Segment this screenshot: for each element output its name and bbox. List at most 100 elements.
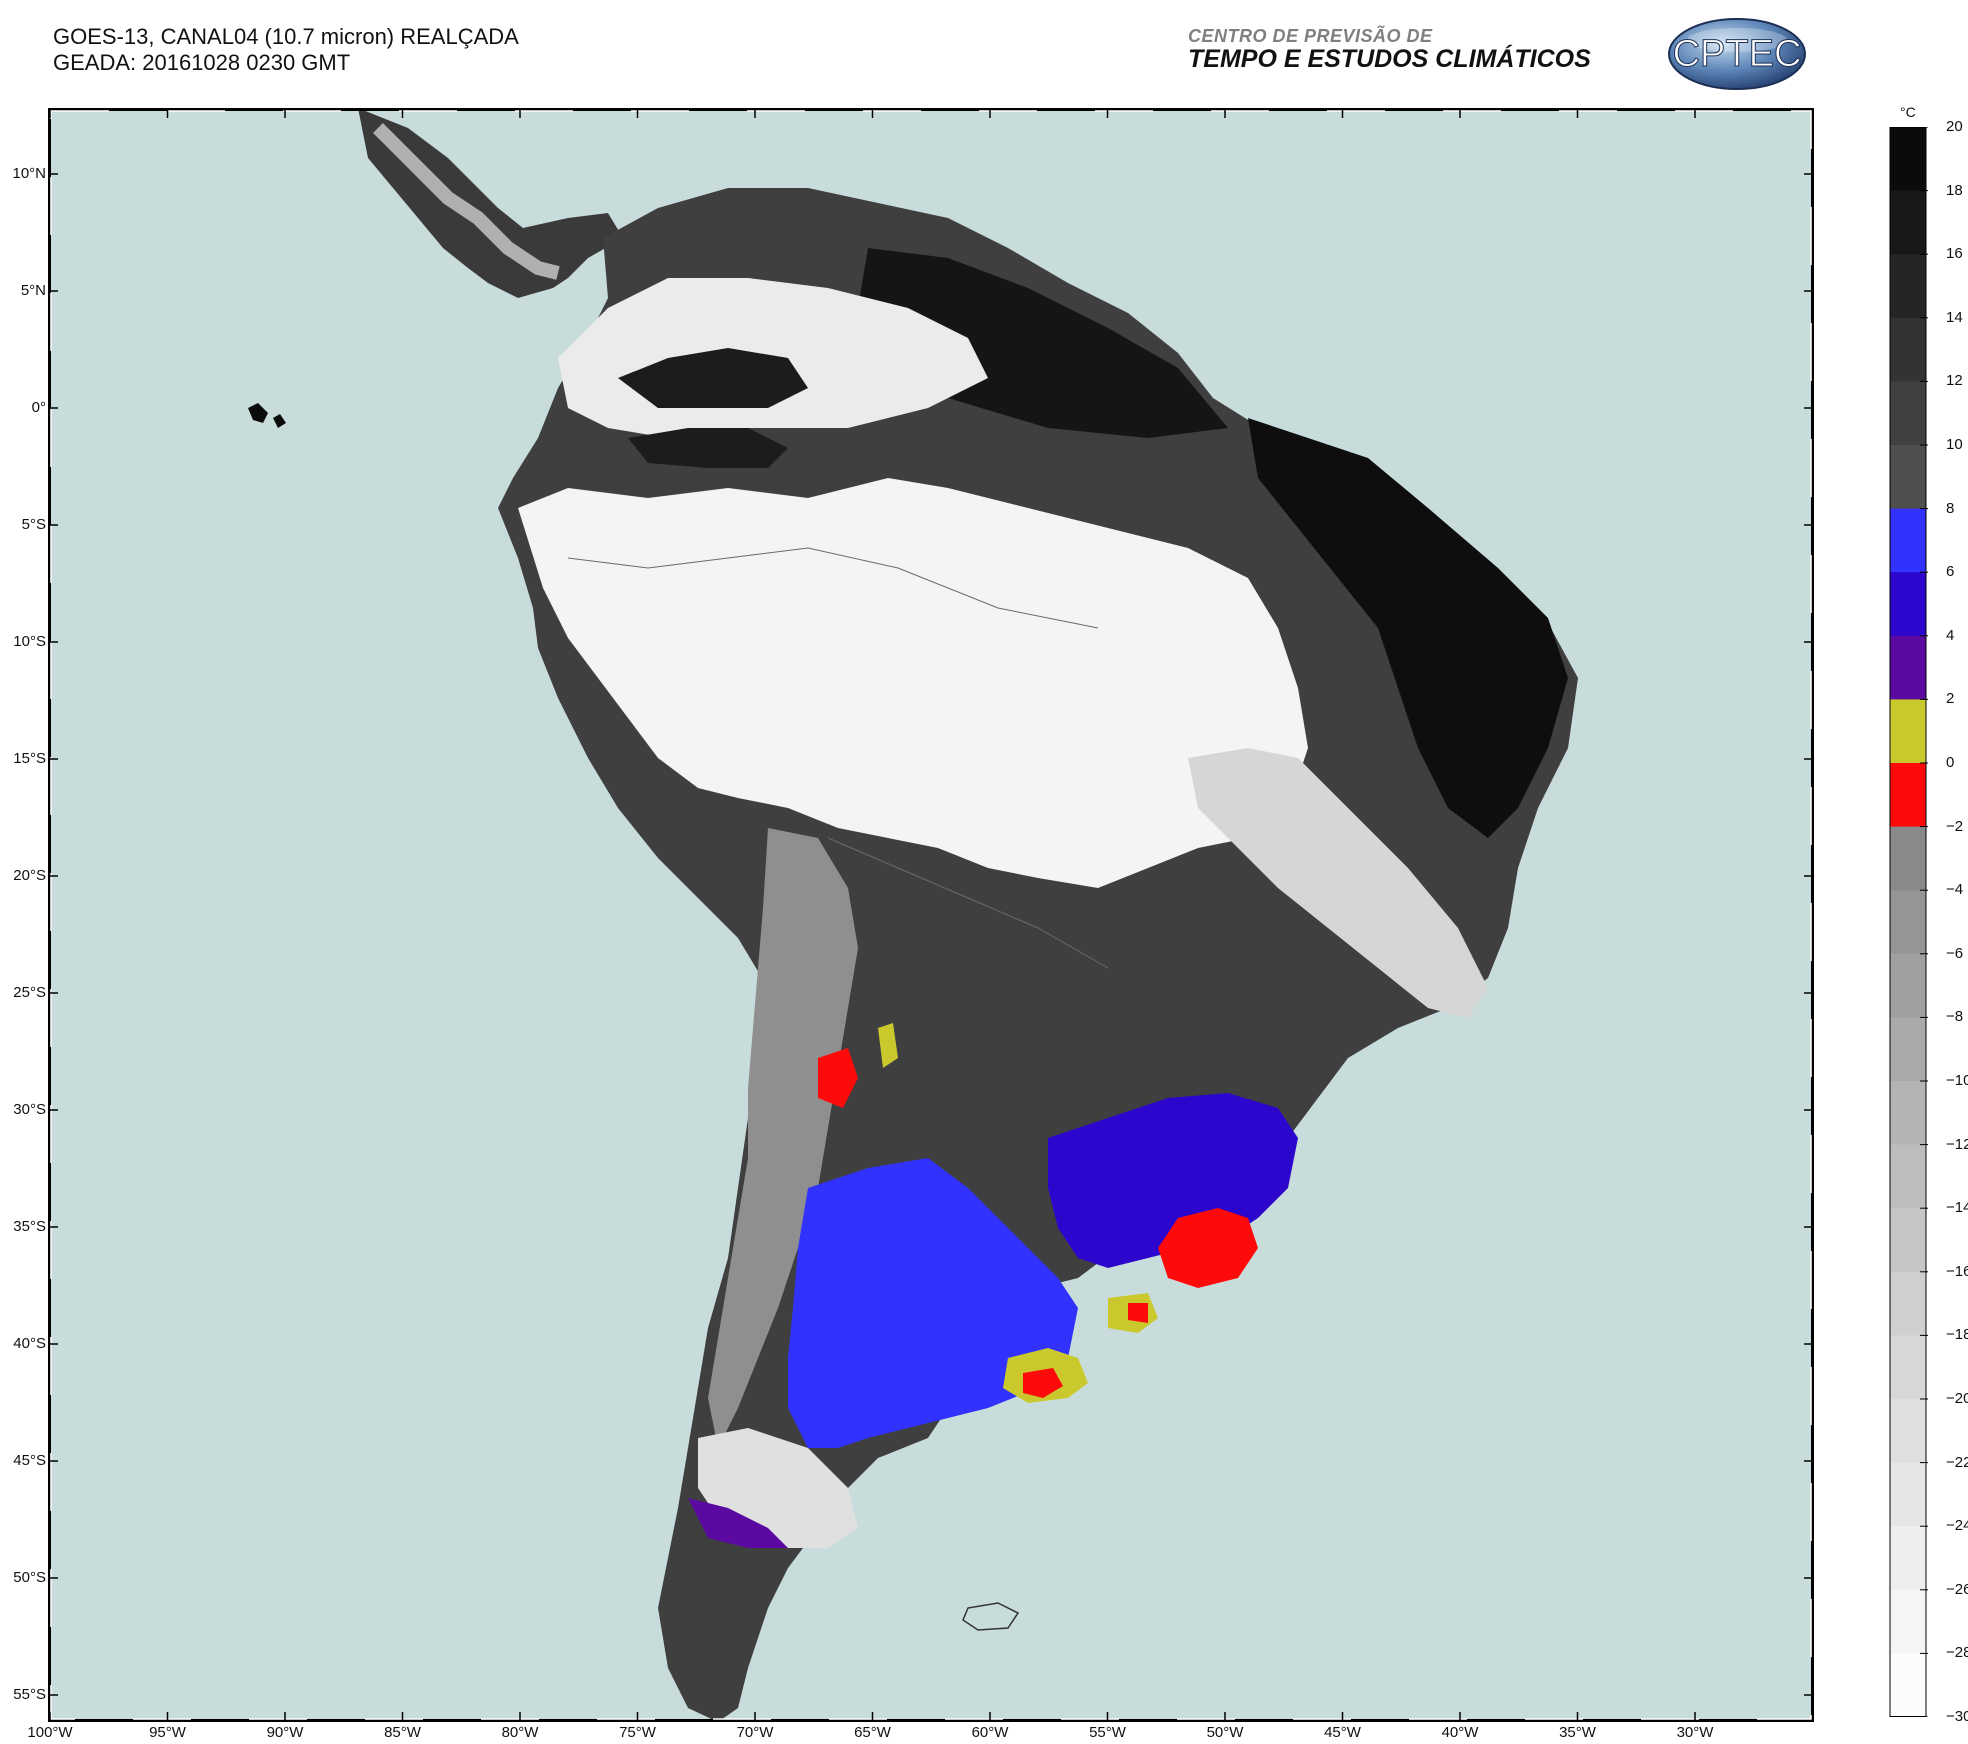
latitude-tick-label: 20°S xyxy=(13,867,46,884)
longitude-tick-label: 90°W xyxy=(266,1724,304,1741)
colorbar-tick-label: 4 xyxy=(1946,626,1955,644)
colorbar-tick-label: −10 xyxy=(1946,1072,1968,1089)
title-line-2: GEADA: 20161028 0230 GMT xyxy=(53,50,351,75)
colorbar-bin xyxy=(1890,1144,1926,1209)
colorbar-tick-label: 6 xyxy=(1946,563,1955,581)
longitude-tick-label: 60°W xyxy=(971,1724,1009,1741)
colorbar-bin xyxy=(1890,190,1926,255)
colorbar-bin xyxy=(1890,1335,1926,1400)
colorbar-tick-label: −4 xyxy=(1946,881,1964,899)
longitude-tick-label: 35°W xyxy=(1559,1724,1596,1741)
colorbar-tick-label: −18 xyxy=(1946,1326,1968,1344)
colorbar-tick-label: 2 xyxy=(1946,690,1955,708)
colorbar-tick-label: 14 xyxy=(1946,308,1963,326)
colorbar-bin xyxy=(1890,826,1926,891)
colorbar-tick-label: −30 xyxy=(1946,1708,1968,1725)
longitude-tick-label: 70°W xyxy=(736,1724,774,1741)
andes-cloud-strip xyxy=(708,828,858,1448)
colorbar-unit: °C xyxy=(1900,104,1916,120)
colorbar-bin xyxy=(1890,1462,1926,1527)
latitude-tick-label: 50°S xyxy=(13,1569,46,1586)
colorbar-tick-label: −24 xyxy=(1946,1517,1968,1535)
colorbar-outline xyxy=(1889,127,1927,1717)
colorbar-tick-label: −14 xyxy=(1946,1199,1968,1217)
latitude-tick-label: 55°S xyxy=(13,1686,46,1703)
galapagos-islands xyxy=(248,403,286,428)
colorbar-bin xyxy=(1890,317,1926,382)
se-brazil-cloud-band xyxy=(1188,748,1488,1018)
colorbar-bin xyxy=(1890,445,1926,510)
uruguay-red-patch xyxy=(1158,1208,1258,1288)
colorbar-bin xyxy=(1890,1081,1926,1146)
falkland-islands xyxy=(962,1602,1020,1631)
longitude-tick-label: 45°W xyxy=(1324,1724,1361,1741)
colorbar-tick-label: −22 xyxy=(1946,1453,1968,1471)
temperature-colorbar xyxy=(1889,127,1928,1717)
colorbar-tick-label: 12 xyxy=(1946,372,1963,390)
colorbar-bin xyxy=(1890,699,1926,764)
colorbar-bin xyxy=(1890,1653,1926,1717)
latitude-tick-label: 10°S xyxy=(13,633,46,650)
latitude-tick-label: 40°S xyxy=(13,1335,46,1352)
logo-lettering: CPTEC xyxy=(1673,33,1802,75)
longitude-tick-label: 65°W xyxy=(854,1724,891,1741)
colorbar-bin xyxy=(1890,127,1926,192)
longitude-tick-label: 55°W xyxy=(1089,1724,1126,1741)
colorbar-bin xyxy=(1890,508,1926,573)
colorbar-tick-label: 20 xyxy=(1946,118,1963,135)
latitude-tick-label: 45°S xyxy=(13,1452,46,1469)
colorbar-tick-label: −16 xyxy=(1946,1262,1968,1280)
longitude-tick-label: 50°W xyxy=(1206,1724,1244,1741)
colorbar-tick-label: 0 xyxy=(1946,754,1955,771)
longitude-tick-label: 85°W xyxy=(384,1724,421,1741)
colorbar-bin xyxy=(1890,890,1926,955)
amazon-cloud-mass xyxy=(518,478,1308,888)
colorbar-bin xyxy=(1890,1017,1926,1082)
colorbar-bin xyxy=(1890,1399,1926,1464)
colorbar-tick-label: 16 xyxy=(1946,245,1963,263)
title-line-1: GOES-13, CANAL04 (10.7 micron) REALÇADA xyxy=(53,24,519,49)
colorbar-tick-label: −2 xyxy=(1946,817,1964,835)
institution-line-1: CENTRO DE PREVISÃO DE xyxy=(1188,26,1433,46)
longitude-tick-label: 80°W xyxy=(501,1724,539,1741)
central-america-landmass xyxy=(358,108,623,298)
cptec-logo: CPTEC xyxy=(1668,18,1806,90)
latitude-tick-label: 25°S xyxy=(13,984,46,1001)
colorbar-tick-label: 8 xyxy=(1946,499,1955,517)
colorbar-tick-label: −28 xyxy=(1946,1644,1968,1662)
colorbar-tick-label: 18 xyxy=(1946,181,1963,199)
colorbar-bin xyxy=(1890,763,1926,828)
longitude-tick-label: 100°W xyxy=(27,1724,73,1741)
colorbar-tick-label: −20 xyxy=(1946,1390,1968,1407)
institution-name: CENTRO DE PREVISÃO DE TEMPO E ESTUDOS CL… xyxy=(1188,26,1591,74)
colorbar-bin xyxy=(1890,1208,1926,1273)
colorbar-tick-label: −6 xyxy=(1946,944,1964,962)
colorbar-bin xyxy=(1890,1271,1926,1336)
longitude-tick-label: 40°W xyxy=(1441,1724,1479,1741)
latitude-tick-label: 10°N xyxy=(12,165,46,182)
buenos-aires-red-patch xyxy=(1023,1368,1063,1398)
map-border-dashes xyxy=(50,110,1812,1720)
longitude-tick-label: 30°W xyxy=(1676,1724,1714,1741)
colombia-dark-cells xyxy=(618,348,808,408)
colorbar-bin xyxy=(1890,572,1926,637)
colorbar-bin xyxy=(1890,254,1926,319)
latitude-tick-label: 35°S xyxy=(13,1218,46,1235)
latitude-tick-label: 30°S xyxy=(13,1101,46,1118)
colorbar-bin xyxy=(1890,381,1926,446)
latitude-tick-label: 5°N xyxy=(20,282,46,299)
longitude-tick-label: 75°W xyxy=(619,1724,656,1741)
latitude-tick-label: 0° xyxy=(31,399,46,416)
longitude-tick-label: 95°W xyxy=(149,1724,186,1741)
colorbar-tick-label: 10 xyxy=(1946,436,1963,453)
latitude-tick-label: 15°S xyxy=(13,750,46,767)
colorbar-tick-label: −8 xyxy=(1946,1008,1964,1026)
colorbar-bin xyxy=(1890,635,1926,700)
institution-line-2: TEMPO E ESTUDOS CLIMÁTICOS xyxy=(1188,45,1591,73)
colorbar-bin xyxy=(1890,1526,1926,1591)
satellite-map xyxy=(48,108,1814,1722)
colorbar-tick-label: −12 xyxy=(1946,1135,1968,1153)
ne-brazil-dark-area xyxy=(1248,418,1568,838)
colorbar-bin xyxy=(1890,953,1926,1018)
latitude-tick-label: 5°S xyxy=(21,516,46,533)
